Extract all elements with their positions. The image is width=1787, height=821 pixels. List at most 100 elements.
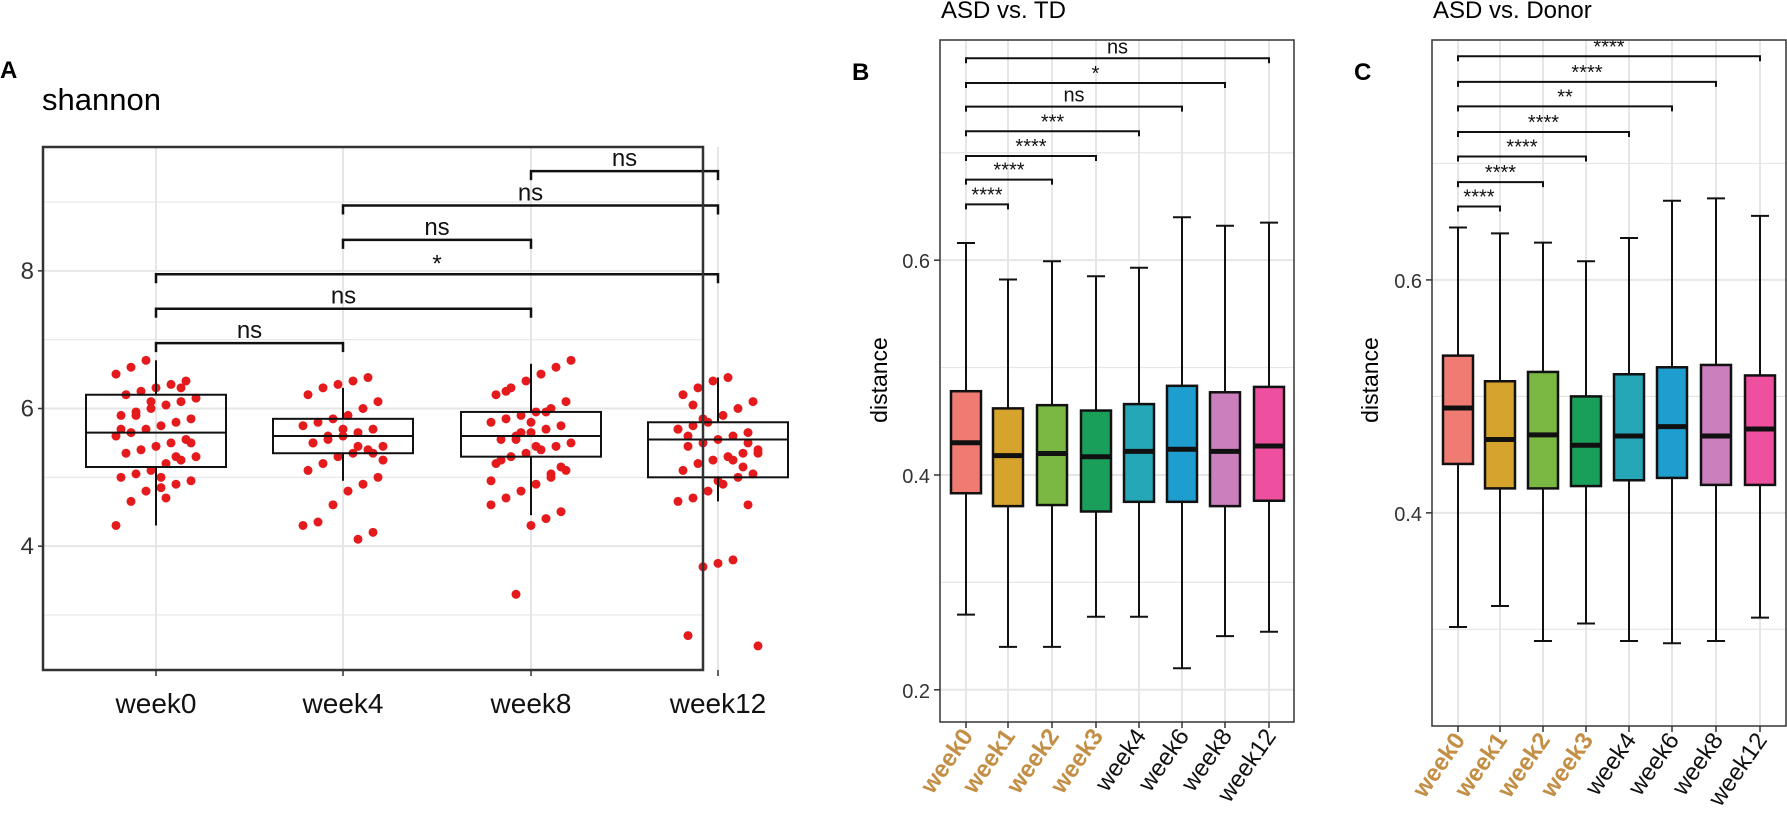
- data-point: [146, 404, 156, 413]
- data-point: [678, 390, 688, 400]
- data-point: [313, 517, 323, 527]
- data-point: [131, 410, 141, 420]
- data-point: [551, 441, 561, 451]
- significance-bracket: [965, 203, 1009, 210]
- significance-bracket: [341, 238, 533, 249]
- data-point: [556, 462, 566, 472]
- data-point: [703, 486, 713, 496]
- significance-label: *: [432, 250, 441, 277]
- data-point: [738, 448, 748, 458]
- data-point: [683, 441, 693, 451]
- data-point: [126, 362, 136, 372]
- data-point: [556, 421, 566, 431]
- data-point: [338, 424, 348, 434]
- significance-bracket: [965, 57, 1270, 64]
- significance-bracket: [154, 307, 533, 318]
- data-point: [526, 520, 536, 530]
- box-week6: [1655, 366, 1689, 480]
- significance-label: ****: [993, 160, 1024, 182]
- data-point: [373, 397, 383, 407]
- data-point: [566, 355, 576, 365]
- significance-label: ***: [1041, 111, 1065, 133]
- data-point: [521, 376, 531, 386]
- data-point: [126, 496, 136, 506]
- data-point: [688, 400, 698, 410]
- panel-c-title: ASD vs. Donor: [1433, 0, 1592, 24]
- panel-a-marks: [85, 355, 789, 651]
- data-point: [531, 479, 541, 489]
- data-point: [693, 459, 703, 469]
- significance-label: **: [1557, 86, 1573, 108]
- panel-b-gridlines: [940, 40, 1294, 722]
- data-point: [363, 373, 373, 383]
- significance-label: ****: [1485, 162, 1516, 184]
- data-point: [748, 397, 758, 407]
- data-point: [116, 424, 126, 434]
- data-point: [683, 431, 693, 441]
- significance-bracket: [1457, 155, 1587, 162]
- data-point: [501, 493, 511, 503]
- data-point: [541, 514, 551, 524]
- data-point: [496, 434, 506, 444]
- data-point: [181, 376, 191, 386]
- box-week3: [1569, 395, 1603, 488]
- data-point: [683, 631, 693, 641]
- panel-b-significance: ns*ns***************: [965, 36, 1270, 210]
- data-point: [486, 417, 496, 427]
- x-tick-label: week8: [490, 688, 572, 719]
- data-point: [738, 462, 748, 472]
- data-point: [146, 397, 156, 407]
- data-point: [303, 465, 313, 475]
- y-tick-label: 0.6: [902, 251, 930, 273]
- data-point: [743, 500, 753, 510]
- significance-bracket: [1457, 181, 1544, 188]
- data-point: [333, 452, 343, 462]
- data-point: [743, 428, 753, 438]
- data-point: [501, 414, 511, 424]
- data-point: [176, 397, 186, 407]
- significance-bracket: [1457, 131, 1630, 138]
- data-point: [348, 376, 358, 386]
- significance-bracket: [154, 341, 345, 353]
- data-point: [111, 431, 121, 441]
- data-point: [521, 448, 531, 458]
- data-point: [511, 434, 521, 444]
- significance-bracket: [529, 169, 720, 181]
- y-tick-label: 0.4: [902, 466, 930, 488]
- data-point: [733, 404, 743, 413]
- box-week0: [85, 393, 227, 468]
- data-point: [333, 379, 343, 389]
- data-point: [511, 589, 521, 599]
- data-point: [186, 438, 196, 448]
- data-point: [298, 421, 308, 431]
- data-point: [723, 373, 733, 383]
- data-point: [151, 441, 161, 451]
- y-tick-label: 0.2: [902, 681, 930, 703]
- data-point: [166, 438, 176, 448]
- data-point: [693, 383, 703, 393]
- significance-bracket: [154, 273, 720, 284]
- significance-label: ns: [331, 283, 356, 310]
- box-week1: [1483, 380, 1517, 490]
- panel-c-label: C: [1354, 59, 1371, 86]
- panel-b-label: B: [852, 59, 869, 86]
- significance-bracket: [1457, 105, 1673, 112]
- significance-label: ****: [1528, 112, 1559, 134]
- data-point: [516, 486, 526, 496]
- data-point: [146, 465, 156, 475]
- data-point: [688, 421, 698, 431]
- data-point: [556, 507, 566, 517]
- data-point: [141, 424, 151, 434]
- data-point: [678, 465, 688, 475]
- panel-a-title: shannon: [42, 82, 161, 117]
- data-point: [368, 424, 378, 434]
- significance-bracket: [965, 105, 1183, 112]
- significance-label: ns: [237, 317, 262, 344]
- panel-a-gridlines: [43, 147, 719, 670]
- panel-b-marks: [949, 216, 1286, 670]
- y-tick-label: 0.6: [1394, 271, 1422, 293]
- data-point: [141, 355, 151, 365]
- data-point: [378, 441, 388, 451]
- data-point: [501, 386, 511, 396]
- data-point: [516, 410, 526, 420]
